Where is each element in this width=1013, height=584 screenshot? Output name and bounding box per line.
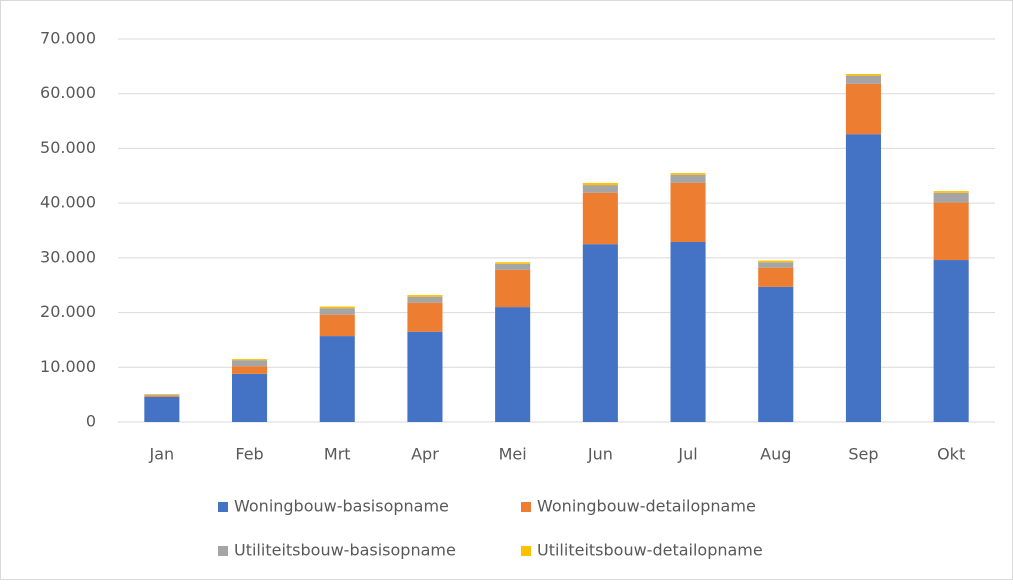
bar-segment xyxy=(319,336,355,422)
bar-segment xyxy=(670,173,706,175)
bar-segment xyxy=(845,134,881,422)
bar-segment xyxy=(758,262,794,268)
bar-segment xyxy=(758,260,794,263)
legend-label: Utiliteitsbouw-detailopname xyxy=(537,541,763,560)
bar-segment xyxy=(582,244,618,422)
y-tick-label: 60.000 xyxy=(40,83,96,102)
x-tick-label: Jun xyxy=(587,445,613,464)
bar-segment xyxy=(144,396,180,422)
bar-segment xyxy=(845,75,881,84)
bar-segment xyxy=(495,269,531,308)
bar-segment xyxy=(144,394,180,396)
bar-segment xyxy=(758,286,794,422)
bar-segment xyxy=(845,83,881,135)
bar-segment xyxy=(495,263,531,270)
bar-segment xyxy=(319,308,355,315)
bar-segment xyxy=(582,185,618,193)
bar-segment xyxy=(495,307,531,422)
bar-segment xyxy=(495,262,531,264)
y-tick-label: 50.000 xyxy=(40,138,96,157)
y-tick-label: 20.000 xyxy=(40,302,96,321)
x-tick-label: Jan xyxy=(149,445,175,464)
bar-segment xyxy=(758,267,794,287)
legend-label: Utiliteitsbouw-basisopname xyxy=(234,541,456,560)
bar-segment xyxy=(407,331,443,422)
legend-swatch xyxy=(521,502,531,512)
bar-segment xyxy=(232,373,268,422)
bar-segment xyxy=(933,191,969,193)
legend-label: Woningbouw-basisopname xyxy=(234,497,449,516)
x-tick-label: Apr xyxy=(411,445,439,464)
bar-segment xyxy=(144,395,180,397)
bar-segment xyxy=(670,241,706,422)
bar-segment xyxy=(670,174,706,183)
bar-segment xyxy=(845,74,881,76)
y-tick-label: 70.000 xyxy=(40,29,96,48)
y-tick-label: 40.000 xyxy=(40,193,96,212)
x-tick-label: Feb xyxy=(235,445,263,464)
bar-segment xyxy=(670,182,706,242)
bar-segment xyxy=(232,359,268,361)
bar-segment xyxy=(933,192,969,203)
bar-segment xyxy=(933,202,969,261)
legend-swatch xyxy=(521,546,531,556)
bar-segment xyxy=(319,314,355,337)
x-tick-label: Aug xyxy=(760,445,791,464)
x-tick-label: Mei xyxy=(499,445,527,464)
bar-segment xyxy=(319,306,355,309)
bar-segment xyxy=(582,182,618,186)
bar-segment xyxy=(407,302,443,332)
x-tick-label: Sep xyxy=(848,445,878,464)
y-tick-label: 10.000 xyxy=(40,357,96,376)
bar-segment xyxy=(933,260,969,422)
bar-segment xyxy=(232,366,268,374)
y-tick-label: 0 xyxy=(86,412,96,431)
legend-swatch xyxy=(218,502,228,512)
bar-segment xyxy=(582,192,618,245)
y-tick-label: 30.000 xyxy=(40,247,96,266)
bar-segment xyxy=(407,296,443,303)
bar-segment xyxy=(144,394,180,395)
x-tick-label: Okt xyxy=(937,445,965,464)
bar-segment xyxy=(407,295,443,297)
bar-segment xyxy=(232,360,268,367)
x-tick-label: Mrt xyxy=(324,445,351,464)
legend-label: Woningbouw-detailopname xyxy=(537,497,756,516)
legend-swatch xyxy=(218,546,228,556)
x-tick-label: Jul xyxy=(677,445,697,464)
